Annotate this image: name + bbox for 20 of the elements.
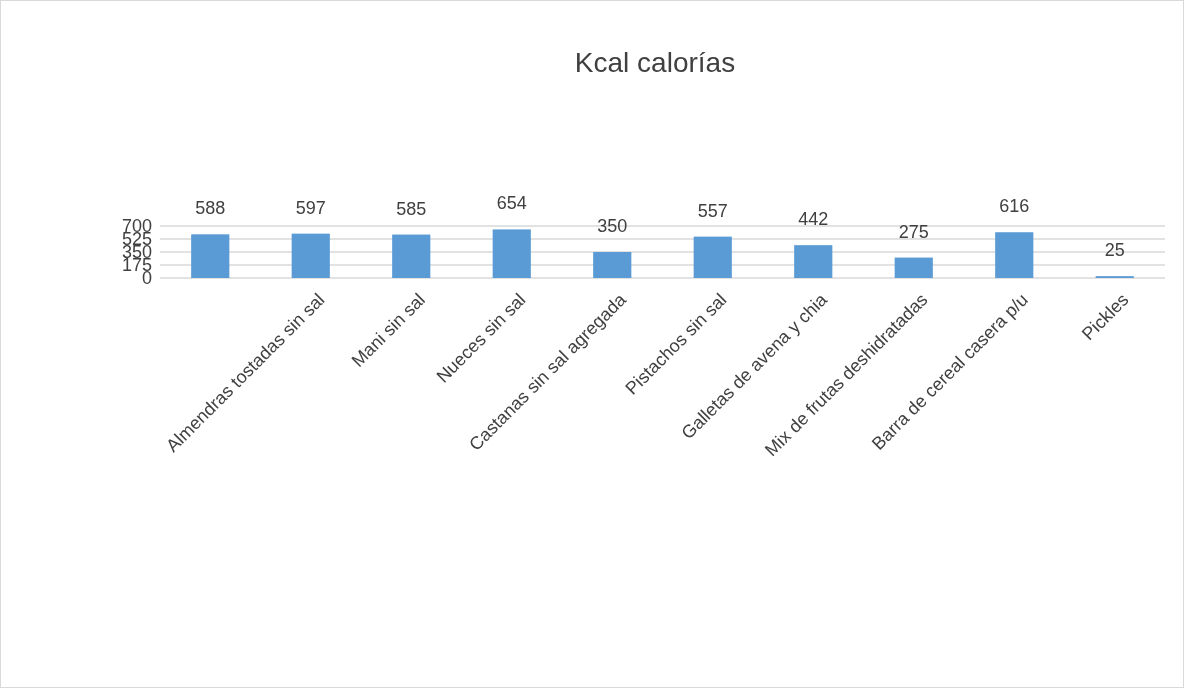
data-label: 350 (597, 216, 628, 236)
data-label: 616 (999, 196, 1030, 217)
bar (291, 233, 330, 278)
bar (794, 245, 833, 278)
data-label: 654 (496, 193, 527, 214)
data-label: 25 (1104, 240, 1125, 261)
bar (492, 229, 531, 278)
data-label: 585 (396, 198, 427, 219)
data-label: 442 (798, 209, 829, 230)
data-label: 588 (195, 198, 226, 219)
bar (995, 232, 1034, 278)
data-label: 557 (697, 200, 728, 221)
bar (191, 234, 230, 278)
data-label: 275 (898, 221, 929, 242)
bar (894, 257, 933, 278)
bar (693, 236, 732, 278)
bar (593, 252, 632, 278)
chart-title: Kcal calorías (574, 47, 736, 78)
data-label: 597 (295, 197, 326, 218)
bar (392, 234, 431, 278)
